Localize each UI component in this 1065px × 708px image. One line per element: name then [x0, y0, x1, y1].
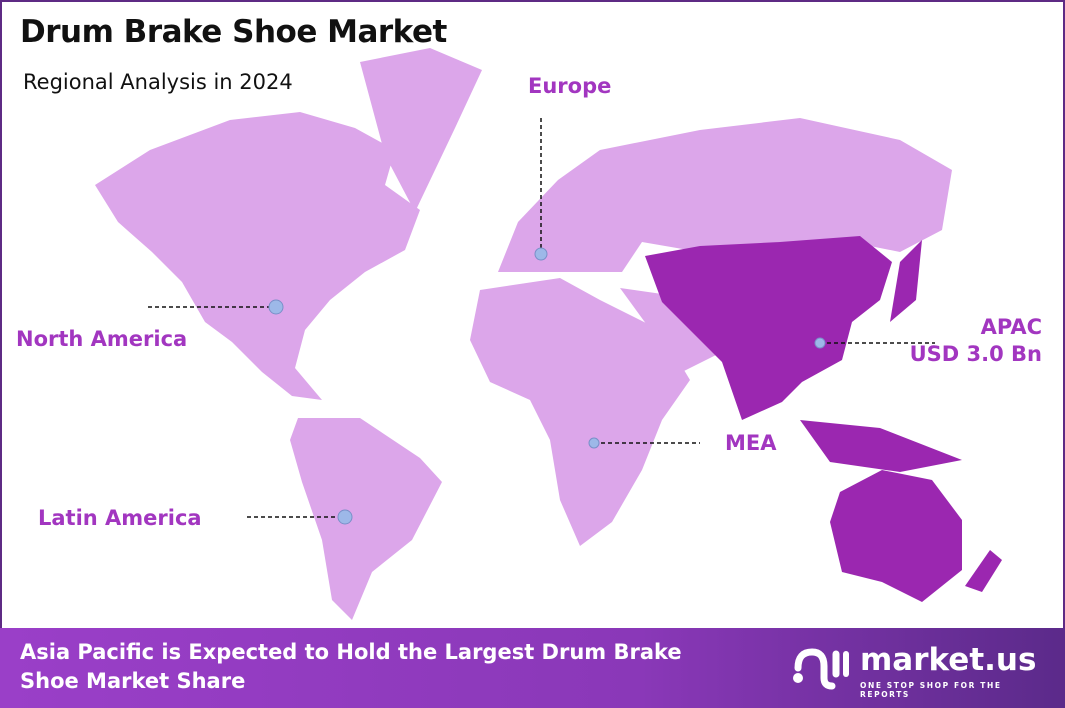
latin-america-marker: [337, 509, 353, 525]
page-title: Drum Brake Shoe Market: [20, 14, 447, 50]
label-latin-america: Latin America: [38, 506, 202, 530]
region-japan: [890, 240, 922, 322]
region-latin-america: [290, 418, 442, 620]
region-australia: [830, 470, 962, 602]
page-subtitle: Regional Analysis in 2024: [23, 70, 293, 94]
region-apac: [645, 236, 892, 420]
label-mea: MEA: [725, 431, 777, 455]
label-europe: Europe: [528, 74, 612, 98]
footer-text: Asia Pacific is Expected to Hold the Lar…: [20, 640, 682, 693]
label-apac-value: USD 3.0 Bn: [909, 342, 1042, 366]
mea-marker: [588, 437, 600, 449]
label-apac-name: APAC: [980, 315, 1042, 339]
region-greenland: [360, 48, 482, 212]
region-southeast-asia-islands: [800, 420, 962, 472]
europe-marker: [534, 247, 548, 261]
label-apac: APAC USD 3.0 Bn: [900, 314, 1042, 368]
world-map: [95, 48, 1002, 620]
footer-banner: Asia Pacific is Expected to Hold the Lar…: [0, 628, 1065, 708]
logo-name: market.us: [860, 642, 1037, 678]
apac-marker: [814, 337, 826, 349]
market-us-logo: market.us ONE STOP SHOP FOR THE REPORTS: [790, 642, 1050, 699]
region-new-zealand: [965, 550, 1002, 592]
region-russia: [600, 118, 952, 252]
label-north-america: North America: [16, 327, 188, 351]
logo-mark-icon: [793, 648, 849, 690]
north-america-marker: [268, 299, 284, 315]
region-europe: [498, 150, 642, 272]
region-north-america: [95, 112, 420, 400]
logo-tagline: ONE STOP SHOP FOR THE REPORTS: [860, 681, 1002, 699]
region-africa: [470, 278, 690, 546]
